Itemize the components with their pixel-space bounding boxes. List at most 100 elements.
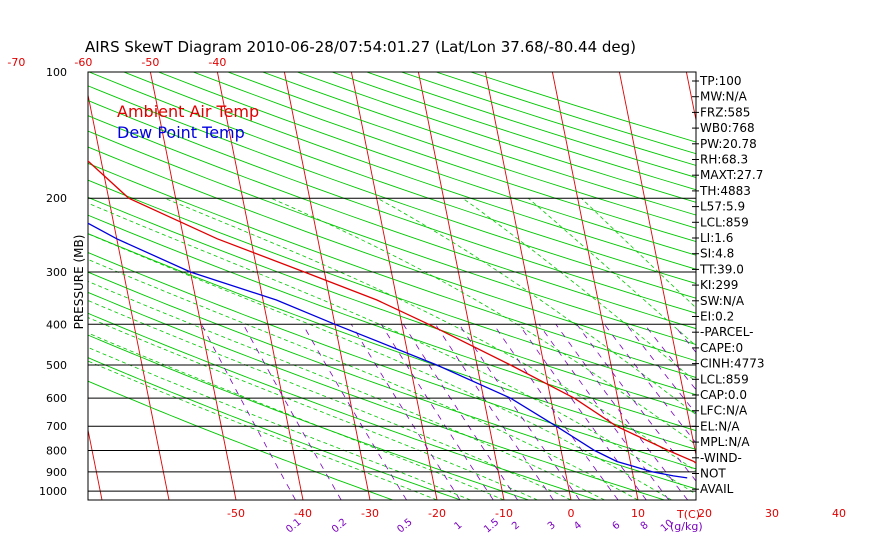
dry-adiabat-line <box>366 72 696 178</box>
dry-adiabat-line <box>88 271 696 490</box>
dry-adiabat-line <box>227 72 696 229</box>
mixing-ratio-tick-label: 1 <box>453 520 465 533</box>
moist-adiabat-line <box>528 197 696 347</box>
dry-adiabat-line <box>88 130 696 346</box>
dry-adiabat-line <box>123 72 696 270</box>
isotherm-line <box>753 72 839 500</box>
mixing-ratio-line <box>435 324 554 500</box>
moist-adiabat-line <box>88 300 572 500</box>
mixing-ratio-line <box>576 324 696 482</box>
y-axis-label: PRESSURE (MB) <box>72 235 86 330</box>
isotherm-line <box>216 72 304 500</box>
bottom-temperature-tick-label: 40 <box>832 507 846 520</box>
dry-adiabat-line <box>88 291 665 500</box>
pressure-tick-label: 500 <box>46 359 67 372</box>
index-item: FRZ:585 <box>700 105 750 119</box>
top-temperature-tick-label: -40 <box>208 56 226 69</box>
isotherm-line <box>88 92 170 500</box>
isobar-lines <box>88 71 696 492</box>
legend-entry-dew-point-temp: Dew Point Temp <box>117 123 245 142</box>
mixing-ratio-line <box>644 324 696 391</box>
dry-adiabat-line <box>470 72 696 143</box>
index-item: LCL:859 <box>700 215 749 229</box>
bottom-temperature-tick-labels: -50 -40 -30 -20 -10 0 10 20 30 40 <box>227 507 846 520</box>
index-item: CAP:0.0 <box>700 388 747 402</box>
isotherm-line <box>350 72 438 500</box>
top-temperature-tick-label: -50 <box>141 56 159 69</box>
bottom-temperature-tick-label: -30 <box>361 507 379 520</box>
dry-adiabat-line <box>88 115 696 330</box>
dry-adiabat-line <box>88 357 461 500</box>
dry-adiabat-line <box>88 380 394 500</box>
isotherm-line <box>88 427 103 500</box>
bottom-temperature-tick-label: 0 <box>568 507 575 520</box>
top-temperature-tick-label: -60 <box>74 56 92 69</box>
index-item: TT:39.0 <box>699 262 744 276</box>
isotherm-line <box>484 72 572 500</box>
mixing-ratio-tick-label: 2 <box>510 520 522 533</box>
dry-adiabat-line <box>262 72 696 216</box>
series-line-dew-point-temp <box>88 222 688 479</box>
plot-frame <box>87 71 697 501</box>
isotherm-line <box>551 72 639 500</box>
temperature-unit-label: T(C) <box>676 508 700 521</box>
moist-adiabat-line <box>377 197 696 416</box>
moist-adiabat-line <box>88 233 672 500</box>
pressure-tick-labels: 100 200 300 400 500 600 700 800 900 1000 <box>39 66 67 498</box>
dry-adiabat-line <box>88 196 696 413</box>
index-item: EI:0.2 <box>700 310 734 324</box>
index-item: MAXT:27.7 <box>700 168 763 182</box>
moist-adiabat-line <box>270 197 696 445</box>
pressure-tick-label: 800 <box>46 445 67 458</box>
dry-adiabat-line <box>158 72 696 256</box>
index-item: SW:N/A <box>700 294 745 308</box>
top-temperature-tick-label: -70 <box>7 56 25 69</box>
moist-adiabat-line <box>88 259 639 500</box>
mixing-ratio-line <box>242 324 342 500</box>
mixing-ratio-tick-label: 8 <box>639 520 651 533</box>
index-item: CINH:4773 <box>700 357 765 371</box>
pressure-tick-label: 900 <box>46 466 67 479</box>
mixing-ratio-line <box>604 324 696 444</box>
index-item: NOT <box>700 467 726 481</box>
index-item: -WIND- <box>700 451 742 465</box>
mixing-ratio-line <box>380 324 494 500</box>
mixing-ratio-tick-label: 3 <box>546 520 558 533</box>
mixing-ratio-unit-label: (g/kg) <box>670 520 703 533</box>
index-item: SI:4.8 <box>700 247 734 261</box>
pressure-tick-label: 400 <box>46 318 67 331</box>
pressure-tick-label: 300 <box>46 266 67 279</box>
dry-adiabat-line <box>88 214 696 432</box>
mixing-ratio-line <box>302 324 407 500</box>
dry-adiabat-line <box>88 334 529 500</box>
bottom-temperature-tick-label: -50 <box>227 507 245 520</box>
index-item: LI:1.6 <box>700 231 733 245</box>
bottom-temperature-tick-label: -20 <box>428 507 446 520</box>
mixing-ratio-line <box>538 324 670 500</box>
bottom-temperature-tick-label: 30 <box>765 507 779 520</box>
index-item: RH:68.3 <box>700 153 748 167</box>
index-item: TP:100 <box>699 74 742 88</box>
index-item: LFC:N/A <box>700 404 748 418</box>
mixing-ratio-tick-label: 0.2 <box>330 517 349 536</box>
moist-adiabat-line <box>88 332 505 500</box>
legend: Ambient Air Temp Dew Point Temp <box>117 102 259 142</box>
pressure-tick-label: 1000 <box>39 485 67 498</box>
mixing-ratio-tick-label: 6 <box>611 520 623 533</box>
chart-title: AIRS SkewT Diagram 2010-06-28/07:54:01.2… <box>85 38 636 56</box>
mixing-ratio-line <box>403 324 519 500</box>
dry-adiabat-line <box>88 72 696 284</box>
isotherm-line <box>618 72 696 458</box>
pressure-tick-label: 200 <box>46 192 67 205</box>
index-item: EL:N/A <box>700 419 740 433</box>
dry-adiabat-line <box>193 72 696 243</box>
index-item: KI:299 <box>700 278 738 292</box>
mixing-ratio-line <box>201 324 296 500</box>
profile-layer <box>88 160 696 479</box>
series-line-ambient-air-temp <box>88 160 696 465</box>
index-item: AVAIL <box>700 482 734 496</box>
index-item: LCL:859 <box>700 372 749 386</box>
moist-adiabat-line <box>88 281 605 500</box>
dry-adiabat-line <box>88 252 696 470</box>
